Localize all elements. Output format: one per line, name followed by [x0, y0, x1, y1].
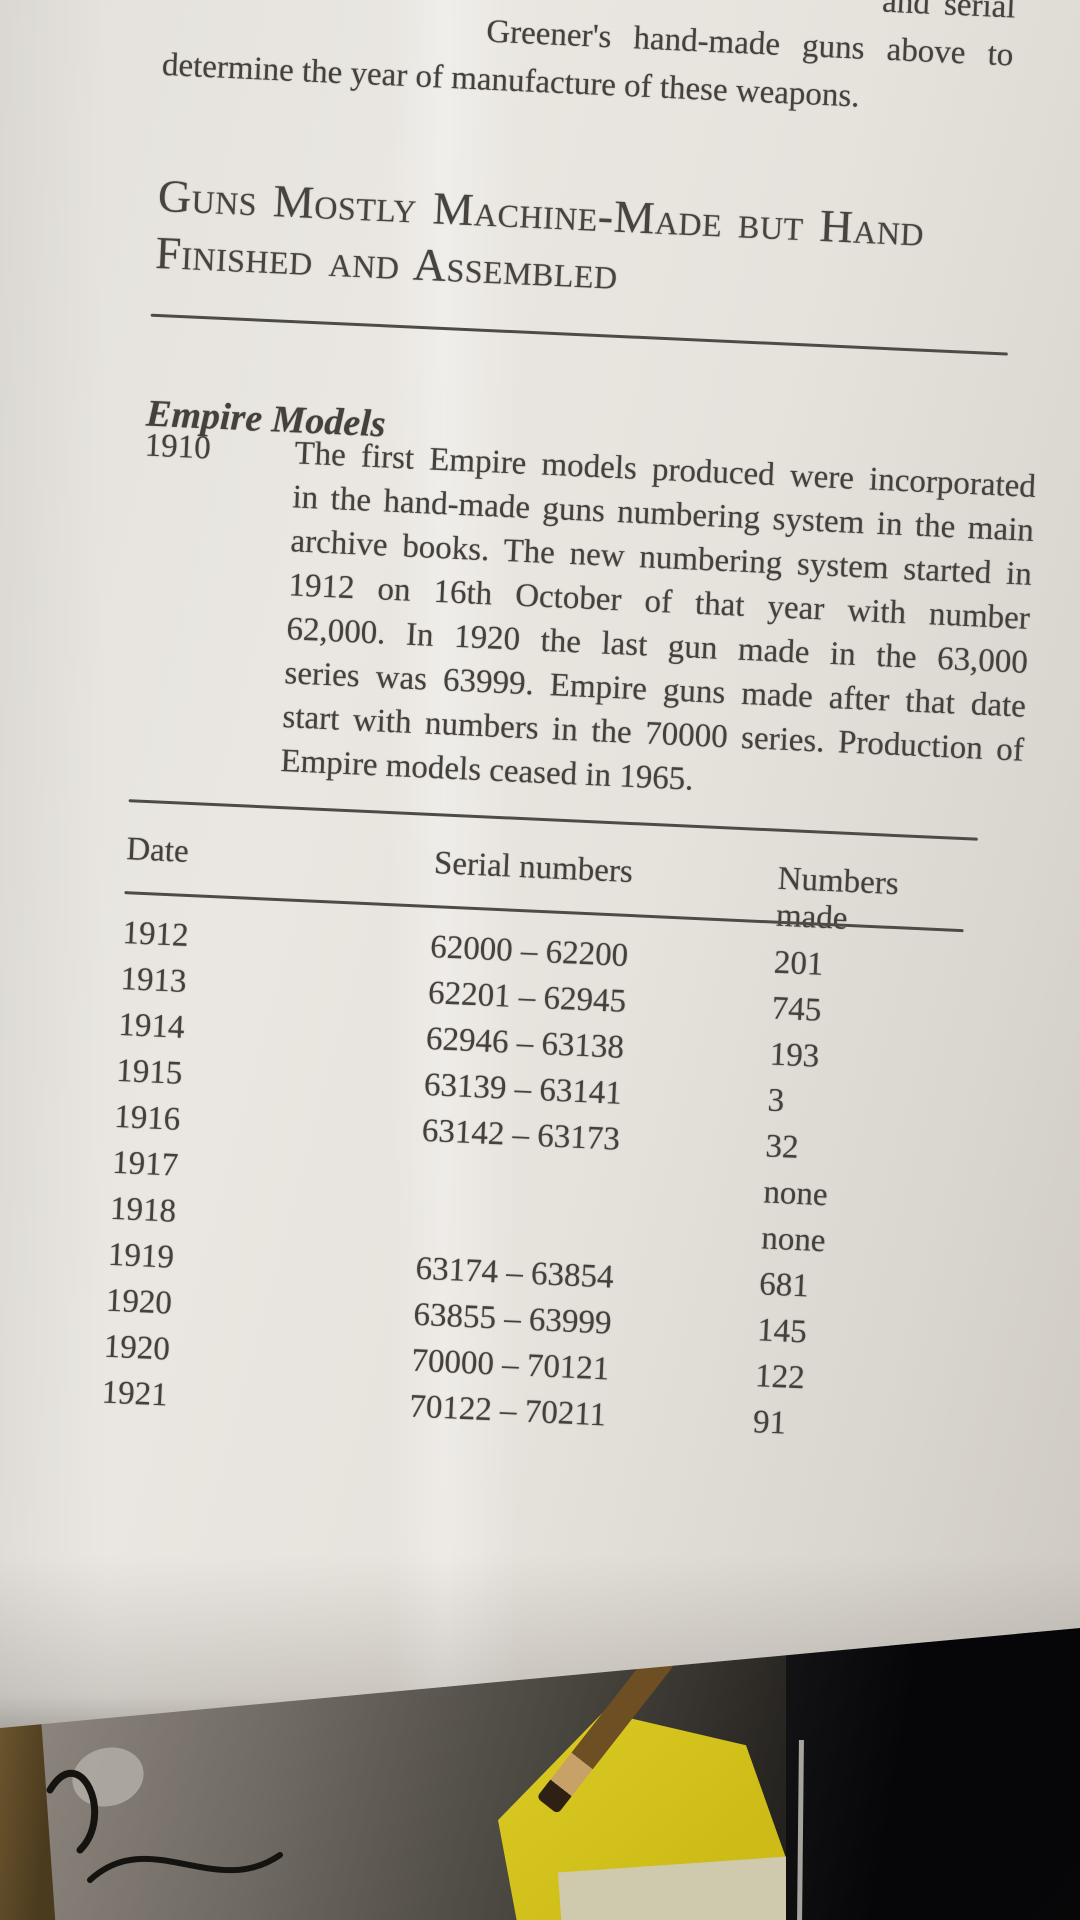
cell-date: 1919	[107, 1236, 175, 1276]
cell-date: 1920	[105, 1282, 173, 1322]
cell-made: 122	[754, 1358, 806, 1397]
cell-serial: 70122 – 70211	[408, 1388, 607, 1434]
cell-date: 1916	[113, 1098, 182, 1138]
cell-date: 1918	[109, 1190, 177, 1230]
cell-serial: 63142 – 63173	[421, 1112, 621, 1158]
cell-date: 1917	[111, 1144, 179, 1184]
cell-made: 3	[766, 1082, 785, 1120]
cell-made: none	[762, 1174, 829, 1214]
cell-serial: 62000 – 62200	[429, 929, 629, 974]
page-edge-highlight	[797, 1739, 804, 1920]
cell-made: 193	[768, 1036, 821, 1075]
column-header-date: Date	[125, 831, 190, 870]
cell-date: 1921	[100, 1374, 169, 1414]
cell-date: 1912	[121, 915, 190, 955]
cell-serial: 62946 – 63138	[425, 1020, 625, 1066]
cell-made: 145	[756, 1312, 808, 1351]
cell-date: 1914	[117, 1006, 186, 1046]
squiggle-marks	[46, 1769, 283, 1883]
cell-made: 91	[752, 1404, 787, 1442]
cell-serial: 63174 – 63854	[414, 1250, 615, 1296]
cell-made: none	[760, 1220, 827, 1260]
entry-year: 1910	[143, 427, 212, 467]
cell-made: 32	[764, 1128, 800, 1166]
cell-serial: 70000 – 70121	[410, 1342, 611, 1388]
cell-made: 201	[773, 944, 825, 983]
cell-made: 745	[771, 990, 823, 1029]
cell-serial: 62201 – 62945	[427, 974, 627, 1020]
cell-serial: 63855 – 63999	[412, 1296, 613, 1342]
cell-date: 1915	[115, 1052, 184, 1092]
serial-number-table: 1912 62000 – 62200 201 1913 62201 – 6294…	[100, 915, 972, 1459]
book-cover-edge	[786, 1612, 1080, 1920]
cell-date: 1913	[119, 961, 188, 1000]
column-header-serial: Serial numbers	[433, 845, 634, 891]
cell-serial: 63139 – 63141	[423, 1066, 623, 1112]
page-content: and serial Greener's hand-made guns abov…	[97, 0, 1037, 1537]
divider-line	[150, 313, 1008, 356]
table-header-row: Date Serial numbers Numbers made	[125, 831, 976, 937]
cell-date: 1920	[103, 1328, 171, 1368]
section-heading: Guns Mostly Machine-Made but Hand Finish…	[154, 167, 1008, 319]
cell-made: 681	[758, 1266, 810, 1305]
entry-paragraph: The first Empire models produced were in…	[280, 431, 1037, 816]
intro-paragraph-fragment: and serial Greener's hand-made guns abov…	[161, 0, 1017, 127]
